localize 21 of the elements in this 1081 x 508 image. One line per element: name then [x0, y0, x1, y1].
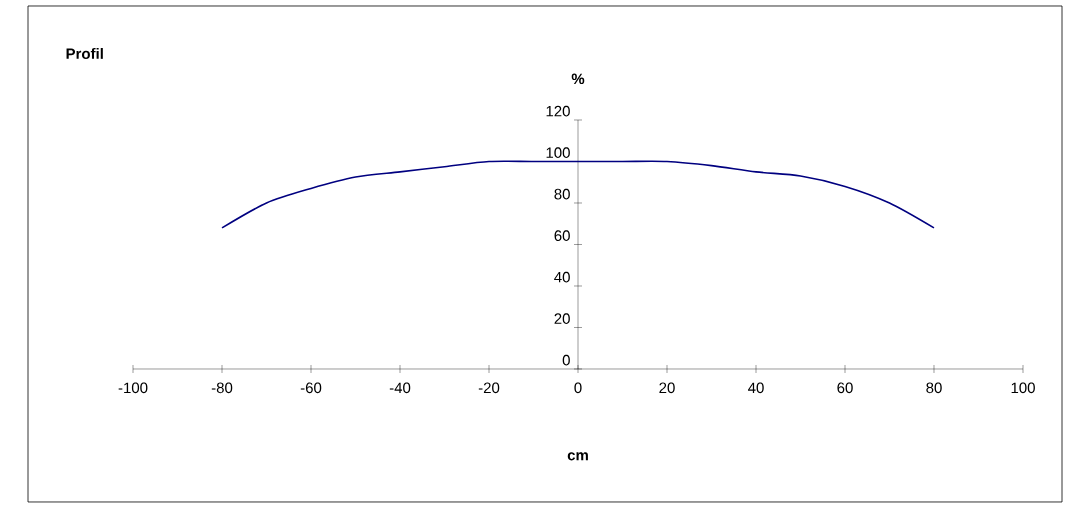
chart-title: Profil [66, 47, 103, 59]
y-tick-label: 20 [554, 313, 570, 324]
x-tick-label: -40 [389, 382, 411, 394]
x-tick-label: 80 [926, 382, 942, 394]
x-tick-label: 20 [659, 382, 675, 394]
x-tick-label: 100 [1011, 382, 1035, 394]
x-tick-label: -100 [118, 382, 148, 394]
x-axis-title: cm [567, 452, 588, 461]
x-tick-label: 60 [837, 382, 853, 394]
y-tick-label: 60 [554, 230, 570, 241]
y-tick-label: 40 [554, 271, 570, 283]
y-axis-title: % [571, 73, 585, 85]
y-tick-label: 100 [546, 147, 570, 158]
y-tick-label: 120 [546, 105, 570, 117]
x-tick-label: -80 [211, 382, 233, 394]
x-tick-label: -60 [300, 382, 322, 394]
x-tick-label: 40 [748, 382, 764, 394]
y-tick-label: 0 [562, 354, 570, 366]
x-tick-label: -20 [478, 382, 500, 394]
x-tick-label: 0 [574, 382, 582, 394]
y-tick-label: 80 [554, 188, 570, 200]
